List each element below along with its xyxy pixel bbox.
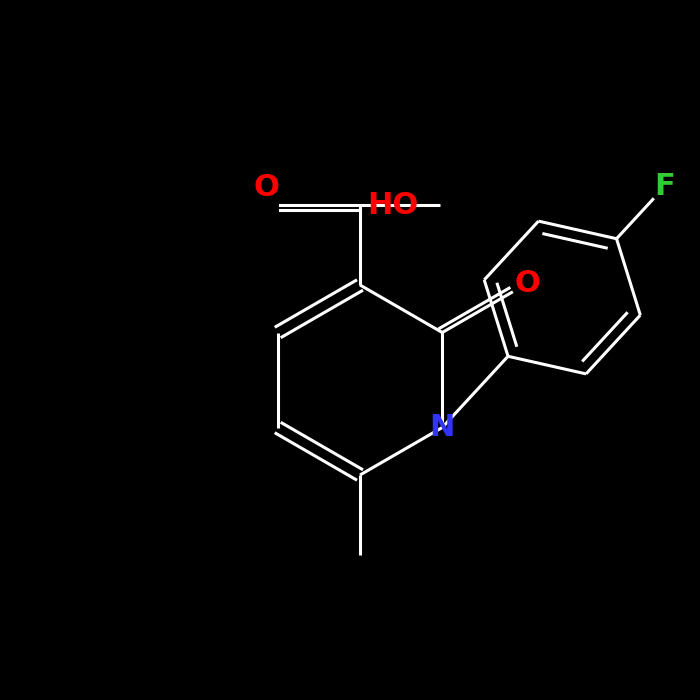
Text: N: N [430,413,455,442]
Text: O: O [253,172,279,202]
Text: HO: HO [367,190,418,220]
Text: O: O [514,269,540,298]
Text: F: F [654,172,675,201]
